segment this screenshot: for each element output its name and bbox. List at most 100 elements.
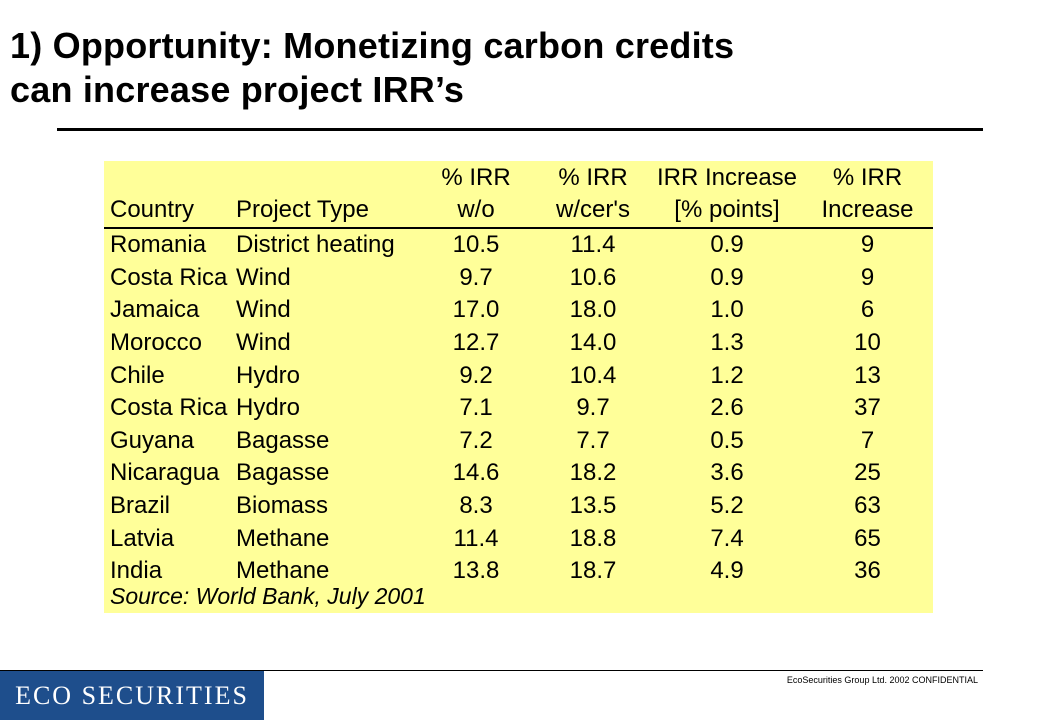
project-type-cell: Biomass (236, 492, 329, 520)
irr-with-cers-cell: 13.5 (569, 492, 617, 520)
header-cell: IRR Increase (656, 164, 798, 191)
country-cell: Guyana (110, 426, 195, 454)
country-cell: Romania (110, 231, 207, 259)
irr-with-cers-cell: 18.0 (569, 296, 617, 324)
irr-increase-percent-cell: 37 (854, 394, 881, 422)
irr-without-cell: 17.0 (452, 296, 500, 324)
irr-increase-percent-cell: 65 (854, 524, 881, 552)
table-row: Brazil Biomass 8.3 13.5 5.2 63 (104, 490, 933, 523)
irr-table-panel: % IRR % IRR IRR Increase % IRR Country P… (104, 161, 933, 613)
project-type-cell: Methane (236, 557, 330, 585)
irr-with-cers-cell: 14.0 (569, 329, 617, 357)
irr-without-cell: 10.5 (452, 231, 500, 259)
country-cell: Costa Rica (110, 394, 228, 422)
irr-with-cers-cell: 9.7 (576, 394, 610, 422)
slide-title: 1) Opportunity: Monetizing carbon credit… (10, 24, 734, 112)
irr-without-cell: 9.7 (459, 263, 493, 291)
table-header-row-2: Country Project Type w/o w/cer's [% poin… (104, 193, 933, 229)
title-line-2: can increase project IRR’s (10, 69, 465, 110)
title-divider (57, 128, 983, 131)
header-project-type: Project Type (236, 193, 418, 229)
title-line-1: 1) Opportunity: Monetizing carbon credit… (10, 25, 735, 66)
header-cell: % IRR (558, 164, 628, 191)
project-type-cell: Hydro (236, 394, 301, 422)
irr-increase-points-cell: 3.6 (710, 459, 744, 487)
irr-increase-points-cell: 0.9 (710, 263, 744, 291)
irr-without-cell: 8.3 (459, 492, 493, 520)
header-country: Country (104, 193, 236, 229)
irr-with-cers-cell: 7.7 (576, 426, 610, 454)
country-cell: Nicaragua (110, 459, 220, 487)
irr-table: % IRR % IRR IRR Increase % IRR Country P… (104, 161, 933, 588)
irr-with-cers-cell: 18.2 (569, 459, 617, 487)
country-cell: Latvia (110, 524, 175, 552)
irr-increase-points-cell: 2.6 (710, 394, 744, 422)
irr-with-cers-cell: 10.4 (569, 361, 617, 389)
header-irr-increase-percent: Increase (802, 193, 933, 229)
table-row: Costa Rica Hydro 7.1 9.7 2.6 37 (104, 392, 933, 425)
project-type-cell: Wind (236, 296, 291, 324)
footer-divider (0, 670, 983, 671)
table-row: Jamaica Wind 17.0 18.0 1.0 6 (104, 294, 933, 327)
table-row: Chile Hydro 9.2 10.4 1.2 13 (104, 359, 933, 392)
irr-increase-percent-cell: 13 (854, 361, 881, 389)
irr-without-cell: 14.6 (452, 459, 500, 487)
irr-increase-points-cell: 0.9 (710, 231, 744, 259)
header-irr-without: w/o (418, 193, 534, 229)
irr-increase-points-cell: 0.5 (710, 426, 744, 454)
irr-increase-points-cell: 7.4 (710, 524, 744, 552)
irr-with-cers-cell: 11.4 (570, 231, 616, 259)
table-row: Romania District heating 10.5 11.4 0.9 9 (104, 228, 933, 262)
irr-without-cell: 12.7 (452, 329, 500, 357)
irr-increase-percent-cell: 63 (854, 492, 881, 520)
country-cell: Chile (110, 361, 165, 389)
header-cell (104, 161, 236, 193)
irr-increase-percent-cell: 36 (854, 557, 881, 585)
country-cell: Brazil (110, 492, 171, 520)
table-row: Nicaragua Bagasse 14.6 18.2 3.6 25 (104, 457, 933, 490)
logo-text: ECO SECURITIES (15, 680, 249, 710)
table-row: Morocco Wind 12.7 14.0 1.3 10 (104, 327, 933, 360)
irr-increase-points-cell: 1.3 (710, 329, 744, 357)
source-note: Source: World Bank, July 2001 (110, 583, 426, 609)
table-row: Costa Rica Wind 9.7 10.6 0.9 9 (104, 262, 933, 295)
ecosecurities-logo: ECO SECURITIES (0, 671, 264, 720)
irr-increase-percent-cell: 7 (860, 426, 875, 454)
irr-without-cell: 11.4 (453, 524, 499, 552)
irr-increase-points-cell: 4.9 (710, 557, 744, 585)
header-cell: % IRR (441, 164, 511, 191)
irr-with-cers-cell: 18.8 (569, 524, 617, 552)
project-type-cell: Hydro (236, 361, 301, 389)
irr-without-cell: 7.1 (459, 394, 493, 422)
country-cell: Jamaica (110, 296, 200, 324)
project-type-cell: Wind (236, 263, 291, 291)
country-cell: Morocco (110, 329, 203, 357)
irr-increase-points-cell: 1.0 (710, 296, 744, 324)
irr-increase-percent-cell: 9 (860, 263, 875, 291)
country-cell: India (110, 557, 163, 585)
table-row: India Methane 13.8 18.7 4.9 36 (104, 555, 933, 588)
irr-increase-percent-cell: 25 (854, 459, 881, 487)
country-cell: Costa Rica (110, 263, 228, 291)
confidential-notice: EcoSecurities Group Ltd. 2002 CONFIDENTI… (786, 675, 978, 685)
header-irr-increase-points: [% points] (652, 193, 802, 229)
table-row: Latvia Methane 11.4 18.8 7.4 65 (104, 522, 933, 555)
header-irr-with-cers: w/cer's (534, 193, 652, 229)
irr-increase-percent-cell: 6 (860, 296, 875, 324)
table-body: Romania District heating 10.5 11.4 0.9 9 Costa… (104, 228, 933, 588)
project-type-cell: Methane (236, 524, 330, 552)
project-type-cell: Wind (236, 329, 291, 357)
irr-increase-percent-cell: 9 (860, 231, 875, 259)
irr-increase-points-cell: 5.2 (710, 492, 744, 520)
header-cell: % IRR (832, 164, 903, 191)
irr-without-cell: 7.2 (459, 426, 493, 454)
project-type-cell: Bagasse (236, 459, 330, 487)
irr-increase-points-cell: 1.2 (710, 361, 744, 389)
irr-with-cers-cell: 18.7 (569, 557, 617, 585)
project-type-cell: District heating (236, 231, 395, 259)
irr-without-cell: 13.8 (452, 557, 500, 585)
table-row: Guyana Bagasse 7.2 7.7 0.5 7 (104, 425, 933, 458)
irr-increase-percent-cell: 10 (854, 329, 881, 357)
header-cell (236, 161, 418, 193)
irr-with-cers-cell: 10.6 (569, 263, 617, 291)
